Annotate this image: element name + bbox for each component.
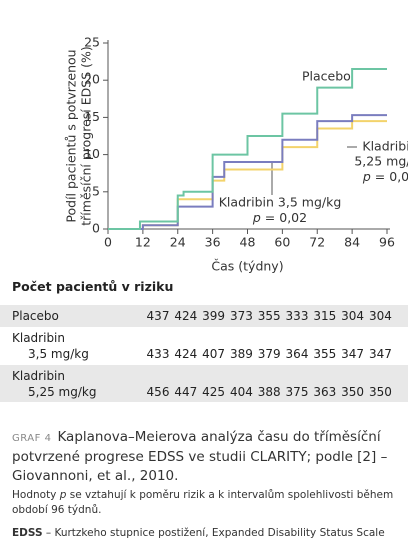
row-name-line: Placebo (12, 309, 59, 323)
cell: 347 (341, 347, 365, 361)
annotation: p = 0,02 (252, 210, 307, 225)
cell: 437 (146, 309, 170, 323)
y-tick-label: 20 (84, 72, 100, 87)
annotation: Kladribin (362, 139, 408, 154)
cell: 407 (202, 347, 226, 361)
cell: 333 (285, 309, 309, 323)
x-tick-label: 84 (344, 235, 360, 250)
annotation: Placebo (302, 69, 351, 84)
cell: 375 (285, 384, 309, 399)
caption: GRAF 4 Kaplanova–Meierova analýza času do… (12, 428, 400, 486)
y-axis-label: tříměsíční progresí EDSS (%) (79, 46, 94, 226)
y-tick-label: 0 (92, 221, 100, 236)
step-line (108, 68, 387, 230)
note-bold: EDSS (12, 527, 43, 539)
cell: 388 (257, 384, 281, 399)
x-tick-label: 24 (170, 235, 186, 250)
row-name-line: Kladribin (12, 331, 65, 345)
cell: 347 (368, 347, 392, 361)
annotation: 5,25 mg/kg (354, 154, 408, 169)
row-name-line: 5,25 mg/kg (28, 384, 97, 399)
note-text: – Kurtzkeho stupnice postižení, Expanded… (42, 527, 385, 539)
table-row: Kladribin 5,25 mg/kg 456 447 425 404 388 375 363… (0, 365, 408, 402)
cell: 379 (257, 347, 281, 361)
p-symbol: p (252, 210, 261, 225)
cell: 424 (174, 347, 198, 361)
cell: 315 (313, 309, 337, 323)
table-row: Kladribin 3,5 mg/kg 433 424 407 389 379 364 355 3… (0, 327, 408, 365)
cell: 373 (229, 309, 253, 323)
x-tick-label: 96 (379, 235, 395, 250)
cell: 433 (146, 347, 170, 361)
table-title: Počet pacientů v riziku (12, 279, 174, 294)
chart: 0 5 10 15 20 25 0 12 24 36 48 60 72 84 96 Čas (týdny) Po… (64, 35, 408, 274)
note: EDSS – Kurtzkeho stupnice postižení, Exp… (12, 526, 402, 541)
row-name: Kladribin 5,25 mg/kg (12, 368, 96, 400)
annotation: Kladribin 3,5 mg/kg (219, 195, 342, 210)
cell: 404 (229, 384, 253, 399)
step-line (108, 114, 387, 230)
p-value: = 0,03 (371, 169, 408, 184)
cell: 355 (313, 347, 337, 361)
row-name: Placebo (12, 308, 59, 324)
x-tick-label: 72 (309, 235, 325, 250)
y-tick-label: 5 (92, 183, 100, 198)
row-name-line: Kladribin (12, 368, 65, 383)
cell: 350 (368, 384, 392, 399)
note-text: Hodnoty (12, 489, 60, 501)
cell: 304 (368, 309, 392, 323)
note-text: se vztahují k poměru rizik a k intervalů… (12, 489, 394, 516)
p-symbol: p (362, 169, 371, 184)
x-axis-label: Čas (týdny) (211, 259, 283, 274)
note: Hodnoty p se vztahují k poměru rizik a k… (12, 488, 402, 518)
cell: 350 (341, 384, 365, 399)
caption-text: Kaplanova–Meierova analýza času do třímě… (12, 429, 388, 484)
cell: 424 (174, 309, 198, 323)
y-tick-label: 25 (84, 35, 100, 50)
caption-label: GRAF 4 (12, 433, 52, 444)
x-tick-label: 0 (104, 235, 112, 250)
table-row: Placebo 437 424 399 373 355 333 315 304 304 (0, 305, 408, 327)
annotation: p = 0,03 (362, 169, 408, 184)
y-tick-label: 15 (84, 109, 100, 124)
cell: 304 (341, 309, 365, 323)
cell: 425 (202, 384, 226, 399)
cell: 399 (202, 309, 226, 323)
cell: 389 (229, 347, 253, 361)
note-italic: p (59, 489, 67, 501)
row-name: Kladribin 3,5 mg/kg (12, 330, 89, 362)
cell: 363 (313, 384, 337, 399)
row-name-line: 3,5 mg/kg (28, 347, 89, 361)
cell: 447 (174, 384, 198, 399)
x-tick-label: 48 (240, 235, 256, 250)
x-tick-label: 60 (274, 235, 290, 250)
cell: 364 (285, 347, 309, 361)
y-axis-label: Podíl pacientů s potvrzenou (64, 49, 79, 222)
x-tick-label: 12 (135, 235, 151, 250)
p-value: = 0,02 (261, 210, 307, 225)
x-tick-label: 36 (205, 235, 221, 250)
cell: 456 (146, 384, 170, 399)
y-tick-label: 10 (84, 146, 100, 161)
cell: 355 (257, 309, 281, 323)
